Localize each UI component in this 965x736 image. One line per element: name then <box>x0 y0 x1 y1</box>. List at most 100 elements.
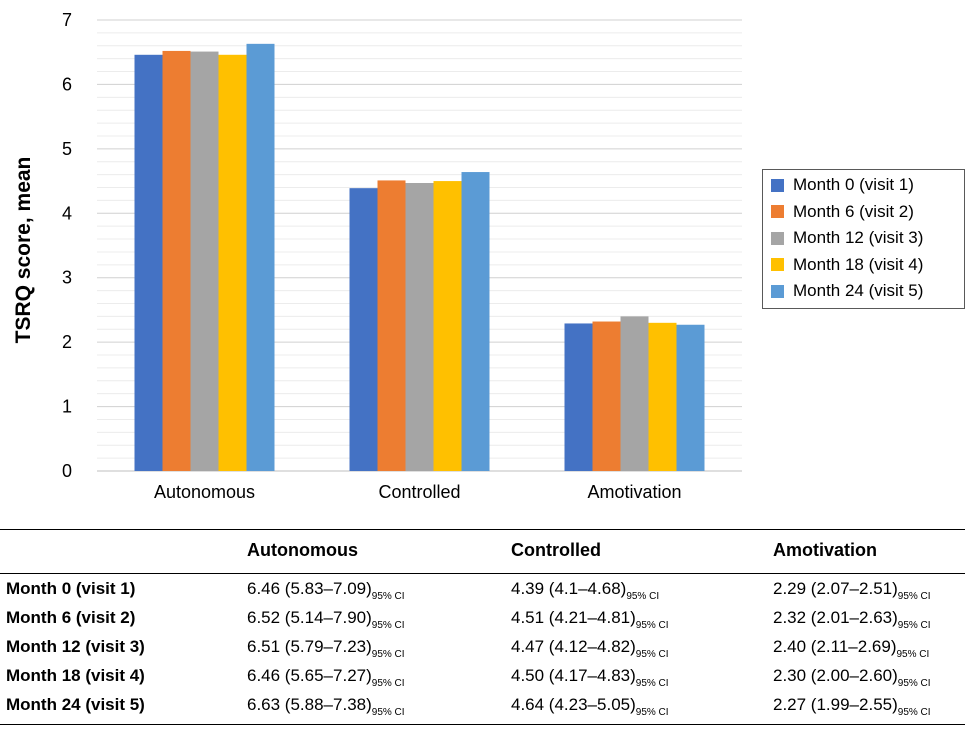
legend-label: Month 18 (visit 4) <box>793 254 924 274</box>
cell-value: 2.30 (2.00–2.60) <box>773 666 898 685</box>
bars <box>134 43 705 472</box>
y-tick-label: 1 <box>62 397 72 417</box>
cell-value: 2.32 (2.01–2.63) <box>773 608 898 627</box>
y-tick-label: 0 <box>62 461 72 481</box>
table-cell: 6.46 (5.83–7.09)95% CI <box>247 579 405 602</box>
x-axis-ticks: Autonomous Controlled Amotivation <box>154 482 682 502</box>
column-header: Controlled <box>511 540 601 560</box>
legend-label: Month 24 (visit 5) <box>793 281 924 300</box>
bar <box>648 322 677 471</box>
ci-subscript: 95% CI <box>897 620 931 631</box>
table-cell: 4.47 (4.12–4.82)95% CI <box>511 637 669 660</box>
ci-subscript: 95% CI <box>635 707 669 718</box>
y-tick-label: 4 <box>62 203 72 223</box>
table-cell: 4.51 (4.21–4.81)95% CI <box>511 608 669 631</box>
ci-subscript: 95% CI <box>897 707 931 718</box>
table-cell: 4.39 (4.1–4.68)95% CI <box>511 579 659 602</box>
bar <box>676 324 705 471</box>
table-cell: 6.51 (5.79–7.23)95% CI <box>247 637 405 660</box>
legend-label: Month 0 (visit 1) <box>793 175 914 194</box>
bar <box>564 323 593 471</box>
y-tick-label: 7 <box>62 10 72 30</box>
table-cell: 2.30 (2.00–2.60)95% CI <box>773 666 931 689</box>
ci-subscript: 95% CI <box>635 678 669 689</box>
cell-value: 6.46 (5.65–7.27) <box>247 666 372 685</box>
column-header: Autonomous <box>247 540 358 560</box>
legend-item: Month 12 (visit 3) <box>771 227 923 249</box>
ci-subscript: 95% CI <box>371 620 405 631</box>
row-label: Month 12 (visit 3) <box>6 637 145 656</box>
bar <box>134 54 163 471</box>
legend-label: Month 12 (visit 3) <box>793 228 924 247</box>
ci-subscript: 95% CI <box>897 591 931 602</box>
table-cell: 6.63 (5.88–7.38)95% CI <box>247 695 405 718</box>
bar <box>190 51 219 471</box>
legend-swatch <box>771 205 784 218</box>
table-cell: 2.40 (2.11–2.69)95% CI <box>773 637 929 660</box>
table-cell: 6.46 (5.65–7.27)95% CI <box>247 666 405 689</box>
ci-subscript: 95% CI <box>897 678 931 689</box>
bar <box>377 180 406 472</box>
ci-subscript: 95% CI <box>371 678 405 689</box>
legend-swatch <box>771 178 784 192</box>
y-tick-label: 2 <box>62 332 72 352</box>
legend-item: Month 0 (visit 1) <box>771 174 914 196</box>
legend-item: Month 18 (visit 4) <box>771 254 923 276</box>
cell-value: 6.51 (5.79–7.23) <box>247 637 372 656</box>
ci-subscript: 95% CI <box>371 591 405 602</box>
legend: Month 0 (visit 1) Month 6 (visit 2) Month … <box>762 169 965 309</box>
table-header-rule <box>0 573 965 574</box>
ci-subscript: 95% CI <box>635 649 669 660</box>
y-axis-ticks: 0 1 2 3 4 5 6 7 <box>62 10 72 481</box>
bar <box>461 172 490 471</box>
cell-value: 4.39 (4.1–4.68) <box>511 579 627 598</box>
legend-item: Month 6 (visit 2) <box>771 201 914 223</box>
x-tick-label: Amotivation <box>587 482 681 502</box>
legend-swatch <box>771 258 784 271</box>
column-header: Amotivation <box>773 540 878 560</box>
cell-value: 2.40 (2.11–2.69) <box>773 637 897 656</box>
legend-label: Month 6 (visit 2) <box>793 201 914 221</box>
row-label: Month 24 (visit 5) <box>6 695 145 714</box>
bar <box>620 316 649 471</box>
cell-value: 2.29 (2.07–2.51) <box>773 579 898 598</box>
bar <box>246 43 275 472</box>
ci-subscript: 95% CI <box>371 707 405 718</box>
table-cell: 2.32 (2.01–2.63)95% CI <box>773 608 931 631</box>
cell-value: 6.46 (5.83–7.09) <box>247 579 372 598</box>
bar <box>433 181 462 472</box>
table-cell: 2.29 (2.07–2.51)95% CI <box>773 579 931 602</box>
legend-swatch <box>771 284 784 298</box>
cell-value: 4.50 (4.17–4.83) <box>511 666 636 685</box>
cell-value: 6.52 (5.14–7.90) <box>247 608 372 627</box>
y-tick-label: 3 <box>62 268 72 288</box>
bar <box>162 50 191 471</box>
table-cell: 2.27 (1.99–2.55)95% CI <box>773 695 931 718</box>
row-label: Month 6 (visit 2) <box>6 608 136 627</box>
row-label: Month 18 (visit 4) <box>6 666 145 685</box>
y-tick-label: 5 <box>62 139 72 159</box>
table-bottom-rule <box>0 724 965 725</box>
cell-value: 4.47 (4.12–4.82) <box>511 637 636 656</box>
ci-subscript: 95% CI <box>635 620 669 631</box>
legend-item: Month 24 (visit 5) <box>771 280 923 302</box>
ci-subscript: 95% CI <box>626 591 660 602</box>
ci-subscript: 95% CI <box>371 649 405 660</box>
table-cell: 4.50 (4.17–4.83)95% CI <box>511 666 669 689</box>
y-tick-label: 6 <box>62 74 72 94</box>
cell-value: 6.63 (5.88–7.38) <box>247 695 372 714</box>
table-top-rule <box>0 529 965 530</box>
legend-swatch <box>771 231 784 245</box>
bar <box>218 54 247 471</box>
cell-value: 4.64 (4.23–5.05) <box>511 695 636 714</box>
cell-value: 4.51 (4.21–4.81) <box>511 608 636 627</box>
bar <box>405 183 434 472</box>
bar <box>349 188 378 471</box>
row-label: Month 0 (visit 1) <box>6 579 136 598</box>
x-tick-label: Controlled <box>378 482 460 502</box>
cell-value: 2.27 (1.99–2.55) <box>773 695 898 714</box>
x-tick-label: Autonomous <box>154 482 255 502</box>
y-axis-label: TSRQ score, mean <box>12 157 35 344</box>
table-cell: 6.52 (5.14–7.90)95% CI <box>247 608 405 631</box>
ci-subscript: 95% CI <box>896 649 930 660</box>
